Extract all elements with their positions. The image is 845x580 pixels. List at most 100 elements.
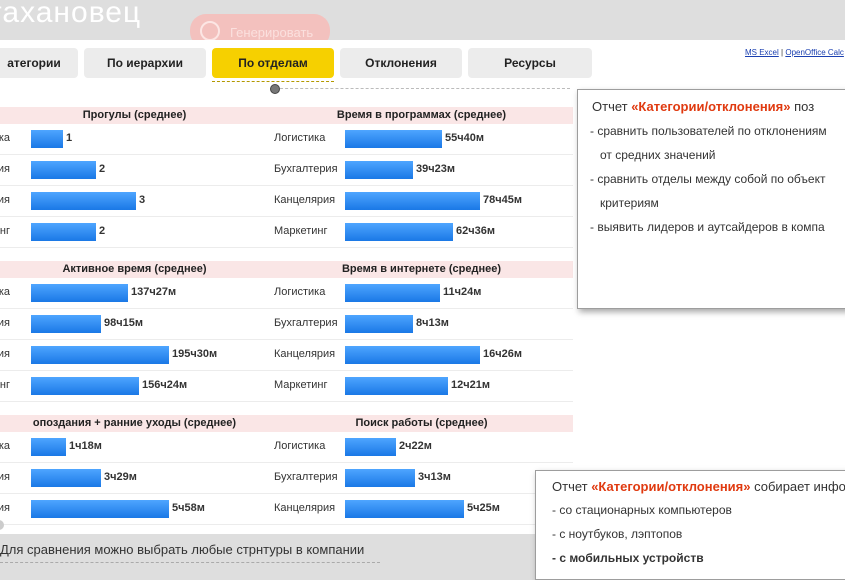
table-row: терия3ч29м <box>0 463 286 494</box>
callout-line: - сравнить пользователей по отклонениям <box>590 124 827 138</box>
card-internet-time: Время в интернете (среднее) Логистика 11ч… <box>270 261 573 402</box>
row-label: терия <box>0 317 10 329</box>
value-bar <box>345 315 413 333</box>
tab-departments[interactable]: По отделам <box>212 48 334 78</box>
range-slider-track <box>270 88 570 89</box>
data-sources-callout: Отчет «Категории/отклонения» собирает ин… <box>535 470 845 580</box>
row-value: 5ч58м <box>172 502 205 514</box>
row-label: Маркетинг <box>274 379 327 391</box>
tab-label: По иерархии <box>107 56 183 70</box>
row-label: Маркетинг <box>274 225 327 237</box>
export-calc-link[interactable]: OpenOffice Calc <box>785 48 844 57</box>
value-bar <box>31 284 128 302</box>
value-bar <box>31 346 169 364</box>
tab-label: По отделам <box>238 56 308 70</box>
export-excel-link[interactable]: MS Excel <box>745 48 779 57</box>
row-label: инг <box>0 379 10 391</box>
table-row: ярия 3 <box>0 186 286 217</box>
table-row: Логистика 2ч22м <box>270 432 573 463</box>
row-value: 16ч26м <box>483 348 522 360</box>
range-slider-handle[interactable] <box>270 84 280 94</box>
row-label: Логистика <box>274 440 325 452</box>
callout-line: - с ноутбуков, лэптопов <box>552 527 682 541</box>
row-value: 78ч45м <box>483 194 522 206</box>
value-bar <box>31 438 66 456</box>
table-row: терия98ч15м <box>0 309 286 340</box>
row-value: 11ч24м <box>443 286 481 298</box>
tab-categories[interactable]: атегории <box>0 48 78 78</box>
table-row: Маркетинг 62ч36м <box>270 217 573 248</box>
value-bar <box>31 469 101 487</box>
row-label: Канцелярия <box>274 194 335 206</box>
callout-prefix: Отчет <box>592 99 631 114</box>
table-row: инг2 <box>0 217 286 248</box>
table-row: ярия 5ч58м <box>0 494 286 525</box>
tab-deviations[interactable]: Отклонения <box>340 48 462 78</box>
value-bar <box>345 192 480 210</box>
table-row: Канцелярия 78ч45м <box>270 186 573 217</box>
row-value: 3 <box>139 194 145 206</box>
row-label: инг <box>0 225 10 237</box>
value-bar <box>345 377 448 395</box>
background-app-title: таханoвец <box>0 0 141 30</box>
row-label: Бухгалтерия <box>274 317 338 329</box>
row-value: 1ч18м <box>69 440 102 452</box>
callout-suffix: собирает инфо <box>751 479 845 494</box>
table-row: ика 1ч18м <box>0 432 286 463</box>
table-row: Логистика 11ч24м <box>270 278 573 309</box>
tab-resources[interactable]: Ресурсы <box>468 48 592 78</box>
card-title: Прогулы (среднее) <box>0 107 286 124</box>
value-bar <box>345 284 440 302</box>
row-label: Логистика <box>274 132 325 144</box>
table-row: Бухгалтерия 8ч13м <box>270 309 573 340</box>
generate-button-label: Генерировать <box>230 25 313 40</box>
table-row <box>0 525 286 534</box>
row-label: ярия <box>0 502 10 514</box>
tab-label: Отклонения <box>365 56 437 70</box>
row-label: Логистика <box>274 286 325 298</box>
callout-line: - с мобильных устройств <box>552 551 704 565</box>
row-value: 5ч25м <box>467 502 500 514</box>
row-value: 137ч27м <box>131 286 176 298</box>
row-value: 8ч13м <box>416 317 449 329</box>
card-active-time: Активное время (среднее) ика137ч27м тери… <box>0 261 286 402</box>
row-value: 2 <box>99 163 105 175</box>
tab-hierarchy[interactable]: По иерархии <box>84 48 206 78</box>
value-bar <box>31 223 96 241</box>
value-bar <box>31 192 136 210</box>
row-label: ярия <box>0 194 10 206</box>
tab-label: Ресурсы <box>504 56 556 70</box>
card-title: опоздания + ранние уходы (среднее) <box>0 415 286 432</box>
callout-line: - выявить лидеров и аутсайдеров в компа <box>590 220 825 234</box>
value-bar <box>345 130 442 148</box>
row-value: 156ч24м <box>142 379 187 391</box>
row-value: 2ч22м <box>399 440 432 452</box>
report-description-callout: Отчет «Категории/отклонения» поз - сравн… <box>577 89 845 309</box>
table-row: ика137ч27м <box>0 278 286 309</box>
card-title: Активное время (среднее) <box>0 261 286 278</box>
card-title: Время в интернете (среднее) <box>270 261 573 278</box>
row-value: 55ч40м <box>445 132 484 144</box>
callout-prefix: Отчет <box>552 479 591 494</box>
callout-report-name: «Категории/отклонения» <box>631 99 790 114</box>
table-row: Логистика 55ч40м <box>270 124 573 155</box>
callout-title: Отчет «Категории/отклонения» собирает ин… <box>552 479 845 494</box>
row-label: терия <box>0 163 10 175</box>
tab-label: атегории <box>7 56 60 70</box>
row-value: 195ч30м <box>172 348 217 360</box>
row-label: Бухгалтерия <box>274 163 338 175</box>
value-bar <box>345 223 453 241</box>
row-label: ярия <box>0 348 10 360</box>
value-bar <box>31 500 169 518</box>
callout-line: критериям <box>600 196 659 210</box>
card-title: Время в программах (среднее) <box>270 107 573 124</box>
row-value: 62ч36м <box>456 225 495 237</box>
caption-underline <box>0 562 380 563</box>
row-label: ика <box>0 440 10 452</box>
caption-text: Для сравнения можно выбрать любые стрнту… <box>0 542 364 557</box>
value-bar <box>345 469 415 487</box>
